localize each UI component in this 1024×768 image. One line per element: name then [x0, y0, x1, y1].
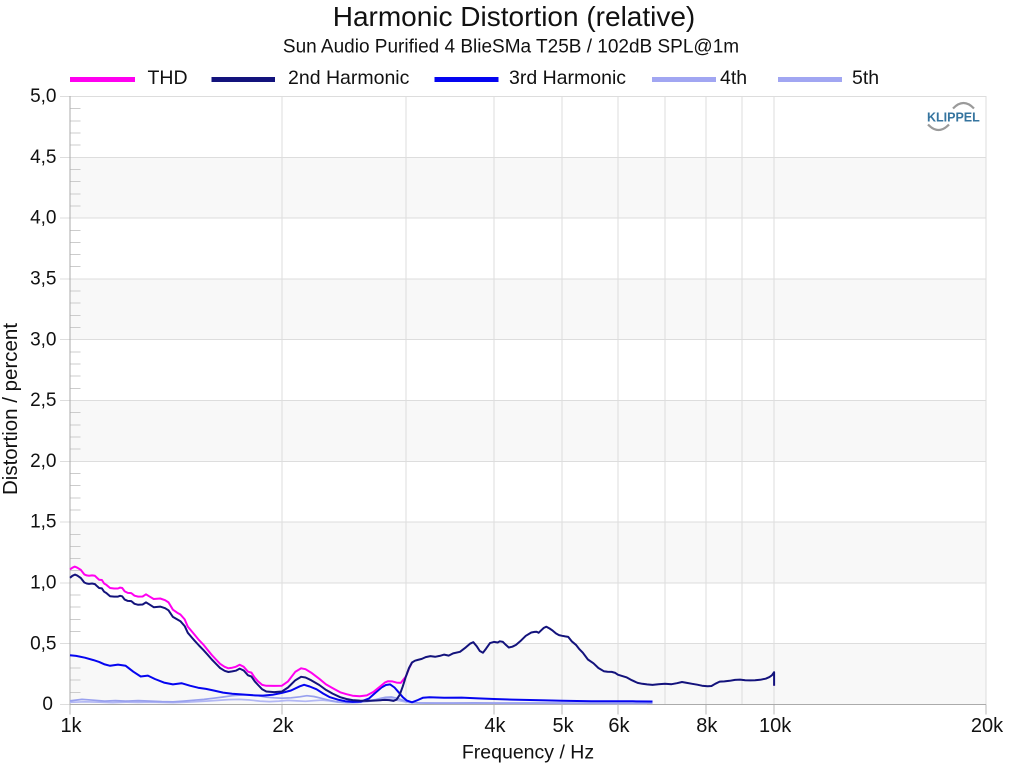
svg-text:0: 0: [42, 694, 53, 715]
svg-text:Distortion / percent: Distortion / percent: [0, 323, 22, 495]
svg-text:3rd Harmonic: 3rd Harmonic: [509, 67, 626, 89]
svg-text:1,5: 1,5: [30, 512, 56, 533]
svg-text:4,0: 4,0: [30, 208, 56, 229]
svg-text:4k: 4k: [484, 715, 506, 737]
svg-text:THD: THD: [148, 67, 188, 89]
svg-text:3,0: 3,0: [30, 329, 56, 350]
svg-text:4,5: 4,5: [30, 147, 56, 168]
svg-text:5th: 5th: [852, 67, 879, 89]
svg-text:2nd Harmonic: 2nd Harmonic: [288, 67, 410, 89]
svg-text:5,0: 5,0: [30, 86, 56, 107]
svg-text:KLIPPEL: KLIPPEL: [927, 111, 980, 125]
svg-text:1k: 1k: [60, 715, 82, 737]
svg-text:Harmonic Distortion (relative): Harmonic Distortion (relative): [333, 1, 696, 32]
svg-text:2,5: 2,5: [30, 390, 56, 411]
svg-text:8k: 8k: [696, 715, 718, 737]
svg-text:4th: 4th: [720, 67, 747, 89]
svg-text:0,5: 0,5: [30, 633, 56, 654]
svg-text:5k: 5k: [553, 715, 575, 737]
svg-text:6k: 6k: [608, 715, 630, 737]
svg-text:3,5: 3,5: [30, 269, 56, 290]
svg-text:Sun Audio Purified 4 BlieSMa T: Sun Audio Purified 4 BlieSMa T25B / 102d…: [283, 37, 739, 58]
svg-text:2k: 2k: [272, 715, 294, 737]
svg-text:20k: 20k: [971, 715, 1004, 737]
svg-text:2,0: 2,0: [30, 451, 56, 472]
svg-text:10k: 10k: [759, 715, 792, 737]
svg-text:Frequency / Hz: Frequency / Hz: [462, 742, 594, 764]
svg-text:1,0: 1,0: [30, 573, 56, 594]
